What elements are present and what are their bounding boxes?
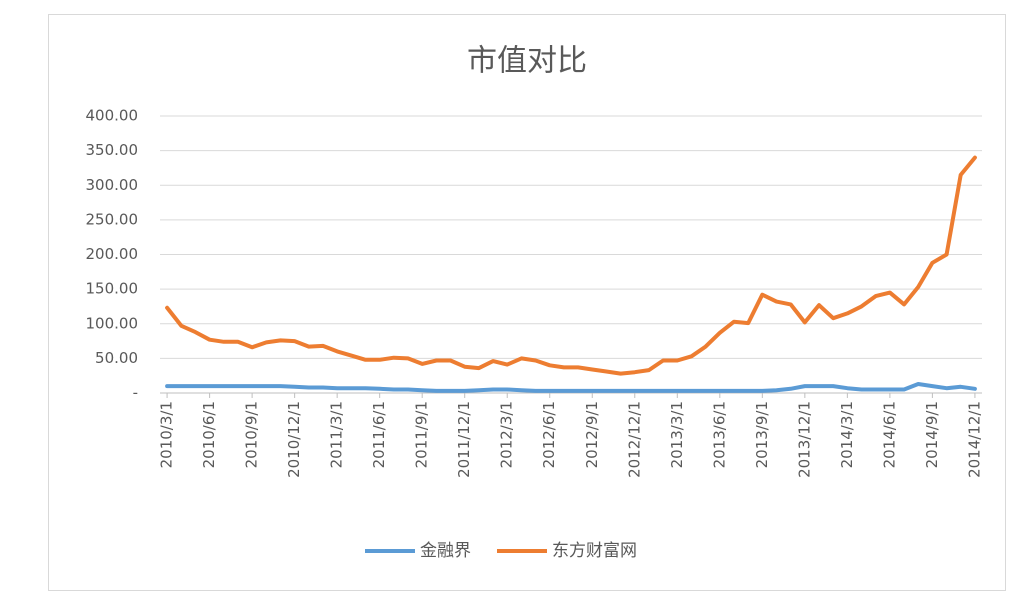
x-tick-label: 2011/3/1 — [328, 401, 346, 468]
x-tick-label: 2012/3/1 — [498, 401, 516, 468]
y-tick-label: 250.00 — [86, 210, 139, 228]
x-tick-label: 2010/12/1 — [285, 401, 303, 478]
x-tick-label: 2013/12/1 — [795, 401, 813, 478]
legend-label: 东方财富网 — [552, 541, 637, 561]
x-tick-label: 2014/3/1 — [838, 401, 856, 468]
x-tick-label: 2012/9/1 — [583, 401, 601, 468]
x-tick-label: 2014/6/1 — [880, 401, 898, 468]
x-tick-label: 2012/12/1 — [625, 401, 643, 478]
x-tick-label: 2011/6/1 — [370, 401, 388, 468]
x-tick-label: 2012/6/1 — [540, 401, 558, 468]
series-line — [165, 155, 977, 376]
series-line — [165, 382, 977, 393]
x-tick-label: 2010/9/1 — [243, 401, 261, 468]
x-tick-label: 2014/9/1 — [923, 401, 941, 468]
y-tick-label: 50.00 — [95, 349, 138, 367]
x-tick-label: 2013/3/1 — [668, 401, 686, 468]
y-tick-label: 300.00 — [86, 176, 139, 194]
x-tick-label: 2010/3/1 — [158, 401, 176, 468]
y-tick-label: 200.00 — [86, 245, 139, 263]
x-tick-label: 2011/9/1 — [413, 401, 431, 468]
y-tick-label: 100.00 — [86, 314, 139, 332]
y-tick-label: 400.00 — [86, 107, 139, 125]
x-tick-label: 2014/12/1 — [965, 401, 983, 478]
y-tick-label: 350.00 — [86, 141, 139, 159]
y-tick-label: - — [133, 384, 138, 402]
chart-title: 市值对比 — [467, 44, 587, 79]
y-tick-label: 150.00 — [86, 280, 139, 298]
chart-border — [48, 14, 1006, 591]
x-tick-label: 2013/6/1 — [710, 401, 728, 468]
legend-label: 金融界 — [420, 541, 471, 561]
x-tick-label: 2013/9/1 — [753, 401, 771, 468]
x-tick-label: 2011/12/1 — [455, 401, 473, 478]
x-tick-label: 2010/6/1 — [200, 401, 218, 468]
